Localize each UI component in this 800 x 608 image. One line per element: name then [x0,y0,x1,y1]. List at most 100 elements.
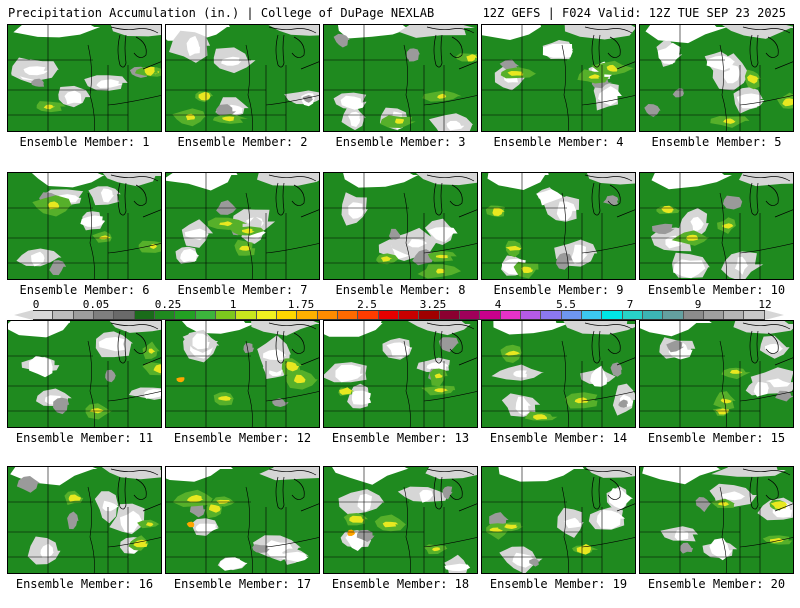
ensemble-member-label: Ensemble Member: 4 [493,135,624,149]
ensemble-member-label: Ensemble Member: 16 [15,577,154,591]
heavy-precip [285,361,299,372]
dry-region [221,56,242,66]
colorbar-swatch [114,311,135,319]
ensemble-member-label: Ensemble Member: 6 [19,283,150,297]
lake-erie-outline [300,209,319,218]
colorbar-swatch [439,311,460,319]
mississippi-boundary [719,192,727,279]
lake-michigan-outline [749,34,759,68]
trace-region [610,362,623,377]
precip-map [639,172,794,280]
lake-michigan-outline [117,34,127,68]
lake-erie-outline [458,61,477,70]
lake-huron-outline [291,478,305,500]
heavy-precip [574,397,589,404]
lake-huron-outline [449,478,463,500]
trace-region [109,321,161,333]
ohio-river-boundary [581,243,635,254]
lake-michigan-outline [591,330,601,364]
trace-region [438,337,459,353]
precip-map [481,172,636,280]
heavy-precip [222,116,235,122]
dry-region [29,355,53,378]
heavy-precip [722,223,734,229]
precip-map-svg [8,25,161,131]
ensemble-member-label: Ensemble Member: 2 [177,135,308,149]
trace-region [16,476,41,493]
ohio-river-boundary [581,537,635,548]
precip-map [639,24,794,132]
ohio-river-boundary [107,243,161,254]
heavy-precip [153,364,161,374]
trace-region [189,503,206,518]
colorbar-swatch [541,311,562,319]
lake-huron-outline [133,332,147,354]
ensemble-member-label: Ensemble Member: 7 [177,283,308,297]
dry-region [608,488,633,510]
dry-region [324,321,383,337]
mississippi-boundary [403,44,411,131]
precip-map [323,172,478,280]
precip-map [481,24,636,132]
mississippi-boundary [87,192,95,279]
colorbar-swatch [744,311,765,319]
precip-map-svg [482,173,635,279]
ohio-river-boundary [739,391,793,402]
ohio-river-boundary [581,391,635,402]
dry-region [184,228,209,240]
precip-map-svg [166,173,319,279]
lake-erie-outline [616,209,635,218]
colorbar-swatch [581,311,603,319]
colorbar-swatch [622,311,643,319]
dry-region [343,173,419,188]
lake-michigan-outline [275,330,285,364]
mississippi-boundary [245,44,253,131]
mississippi-boundary [403,192,411,279]
lake-superior-outline [426,26,475,34]
mississippi-boundary [403,486,411,573]
lake-huron-outline [291,184,305,206]
precip-map [165,172,320,280]
colorbar-swatch [500,311,521,319]
mississippi-boundary [87,44,95,131]
lake-huron-outline [607,478,621,500]
mississippi-boundary [403,340,411,427]
ensemble-member-label: Ensemble Member: 9 [493,283,624,297]
lake-michigan-outline [433,34,443,68]
ensemble-member-label: Ensemble Member: 12 [173,431,312,445]
dry-region [180,248,199,263]
colorbar-swatch [134,311,155,319]
lake-erie-outline [458,503,477,512]
heavy-precip [747,74,759,84]
heavy-precip [466,54,477,62]
trace-region [529,558,541,567]
colorbar-strip [33,310,765,320]
heavy-precip [382,521,399,528]
ohio-river-boundary [265,391,319,402]
heavy-precip [68,494,82,502]
lake-superior-outline [742,322,791,330]
trace-region [680,542,693,554]
precip-map-svg [324,25,477,131]
mississippi-boundary [245,192,253,279]
lake-superior-outline [584,322,633,330]
colorbar-label: 0.25 [154,298,182,311]
dry-region [598,86,622,106]
dry-region [166,173,238,191]
lake-michigan-outline [749,330,759,364]
heavy-precip [339,387,354,395]
mississippi-boundary [719,486,727,573]
heavy-precip [149,243,158,249]
ensemble-member-panel: Ensemble Member: 19 [481,466,636,608]
precip-map-svg [166,467,319,573]
dry-region [640,321,712,337]
dry-region [721,491,746,501]
heavy-precip [434,388,449,393]
trace-region [388,228,400,240]
dry-region [219,557,248,571]
trace-region [302,95,314,103]
trace-region [739,173,793,187]
trace-region [603,195,619,206]
ensemble-member-panel: Ensemble Member: 2 [165,24,320,166]
ensemble-member-label: Ensemble Member: 10 [647,283,786,297]
